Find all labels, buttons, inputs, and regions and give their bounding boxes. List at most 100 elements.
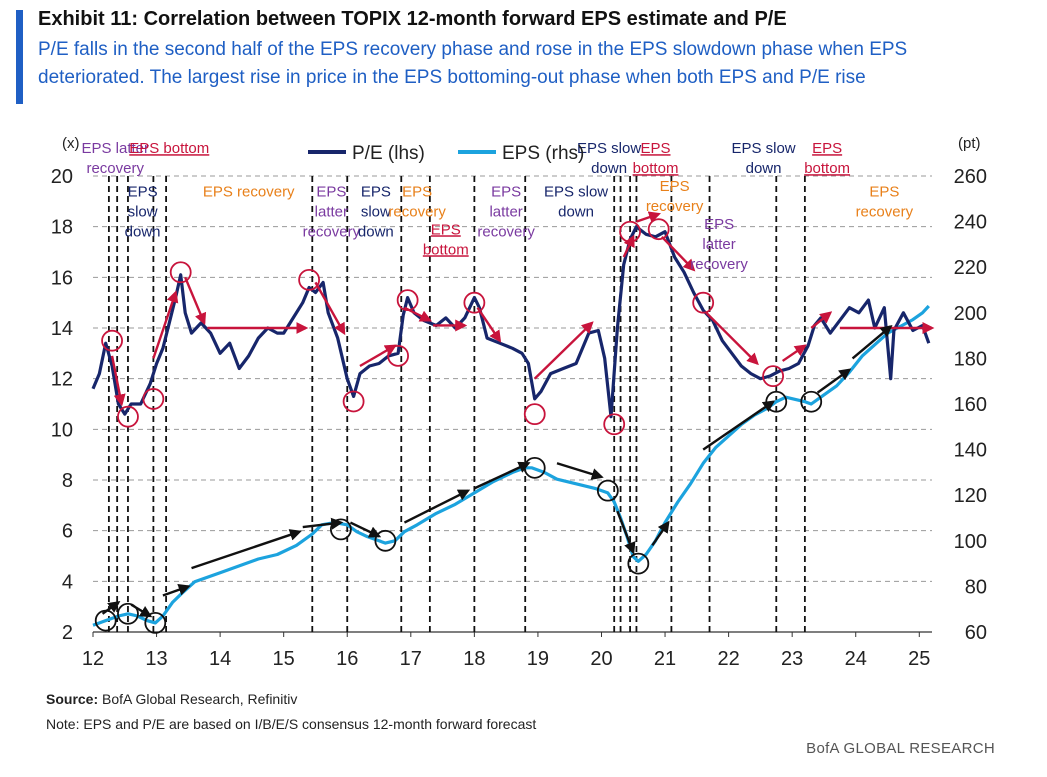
- phase-label: EPS bottom: [423, 221, 469, 258]
- right-axis-tick-label: 80: [965, 576, 987, 598]
- phase-label: EPS recovery: [203, 183, 295, 200]
- phase-label-line: EPS: [704, 216, 734, 233]
- eps-trend-arrow: [616, 510, 636, 555]
- right-axis-tick-label: 100: [954, 531, 987, 553]
- phase-label: EPS slow down: [125, 183, 161, 240]
- left-axis-tick-label: 20: [51, 166, 73, 188]
- phase-label-line: EPS: [128, 183, 158, 200]
- phase-label-line: recovery: [86, 160, 144, 177]
- phase-label-line: down: [125, 223, 161, 240]
- pe-trend-arrow: [110, 355, 126, 407]
- pe-trend-arrow: [705, 311, 759, 366]
- pe-turning-point-circle: [101, 329, 123, 352]
- phase-label-line: down: [591, 160, 627, 177]
- exhibit-subtitle: P/E falls in the second half of the EPS …: [38, 36, 1018, 92]
- x-axis-tick-label: 16: [336, 648, 358, 670]
- phase-label: EPS slow down: [544, 183, 608, 220]
- phase-label-line: latter: [489, 203, 522, 220]
- phase-label: EPS bottom: [633, 140, 679, 177]
- pe-trend-arrow: [533, 321, 594, 380]
- brand-footer: BofA GLOBAL RESEARCH: [806, 740, 995, 757]
- pe-turning-point-circle: [396, 289, 419, 312]
- eps-trend-arrow: [702, 400, 776, 451]
- pe-trend-arrow: [184, 276, 207, 326]
- pe-trend-arrow: [810, 311, 833, 329]
- legend-eps-label: EPS (rhs): [502, 143, 584, 164]
- eps-turning-point-circle: [94, 609, 117, 632]
- x-axis-tick-label: 13: [145, 648, 167, 670]
- pe-turning-point-circle: [523, 403, 546, 426]
- eps-turning-point-circle: [374, 529, 397, 552]
- exhibit-title: Exhibit 11: Correlation between TOPIX 12…: [38, 8, 787, 30]
- pe-trend-arrow: [781, 344, 807, 362]
- source-label: Source:: [46, 691, 99, 707]
- eps-trend-arrow: [349, 521, 382, 538]
- phase-label-line: latter: [315, 203, 348, 220]
- phase-label: EPS latter recovery: [477, 183, 535, 240]
- x-axis-tick-label: 24: [845, 648, 867, 670]
- phase-label-line: recovery: [388, 203, 446, 220]
- eps-trend-arrow: [162, 583, 191, 597]
- eps-turning-point-circle: [596, 479, 619, 502]
- left-axis-tick-label: 6: [62, 521, 73, 543]
- right-axis-tick-label: 200: [954, 303, 987, 325]
- phase-label-line: EPS: [660, 178, 690, 195]
- phase-label: EPS bottom: [804, 140, 850, 177]
- x-axis-tick-label: 23: [781, 648, 803, 670]
- pe-series-line: [91, 225, 931, 419]
- phase-label: EPS bottom: [129, 140, 209, 157]
- eps-turning-point-circle: [117, 602, 139, 625]
- pe-turning-point-circle: [169, 261, 192, 284]
- phase-label-line: recovery: [303, 223, 361, 240]
- pe-trend-arrow: [359, 344, 397, 368]
- pe-turning-point-circle: [298, 268, 321, 291]
- pe-turning-point-circle: [387, 344, 409, 367]
- pe-turning-point-circle: [619, 220, 641, 243]
- phase-label-line: EPS: [869, 183, 899, 200]
- eps-turning-point-circle: [523, 456, 546, 479]
- phase-label-line: slow: [128, 203, 158, 220]
- eps-turning-point-circle: [800, 390, 823, 413]
- phase-label-line: EPS: [316, 183, 346, 200]
- eps-turning-point-circle: [144, 611, 167, 634]
- eps-trend-arrow: [816, 368, 852, 394]
- right-axis-tick-label: 140: [954, 440, 987, 462]
- source-text: BofA Global Research, Refinitiv: [98, 691, 298, 707]
- eps-trend-arrow: [101, 600, 121, 615]
- pe-turning-point-circle: [762, 365, 784, 388]
- pe-turning-point-circle: [692, 291, 715, 314]
- phase-label: EPS recovery: [388, 183, 446, 220]
- x-axis-tick-label: 15: [273, 648, 295, 670]
- left-axis-unit-label: (x): [62, 135, 80, 152]
- eps-trend-arrow: [473, 461, 531, 490]
- right-axis-tick-label: 240: [954, 212, 987, 234]
- x-axis-tick-label: 18: [463, 648, 485, 670]
- pe-turning-point-circle: [603, 413, 626, 436]
- pe-trend-arrow: [636, 211, 661, 223]
- phase-label-line: latter: [702, 236, 735, 253]
- phase-label-line: bottom: [633, 160, 679, 177]
- subtitle-line-2: deteriorated. The largest rise in price …: [38, 67, 866, 88]
- pe-turning-point-circle: [142, 388, 165, 410]
- left-axis-tick-label: 18: [51, 217, 73, 239]
- phase-label-line: down: [558, 203, 594, 220]
- phase-label-line: EPS slow: [544, 183, 608, 200]
- right-axis-tick-label: 260: [954, 166, 987, 188]
- pe-turning-point-circle: [117, 405, 139, 428]
- phase-label-line: EPS: [402, 183, 432, 200]
- phase-label: EPS recovery: [856, 183, 914, 220]
- phase-label-line: EPS bottom: [129, 140, 209, 157]
- eps-turning-point-circle: [329, 518, 352, 541]
- phase-label: EPS latter recovery: [81, 140, 149, 177]
- left-axis-tick-label: 14: [51, 318, 73, 340]
- phase-label-line: EPS latter: [81, 140, 149, 157]
- phase-label-line: EPS: [491, 183, 521, 200]
- note-line: Note: EPS and P/E are based on I/B/E/S c…: [46, 716, 537, 732]
- phase-label-line: EPS: [431, 221, 461, 238]
- x-axis-tick-label: 22: [717, 648, 739, 670]
- pe-trend-arrow: [152, 290, 179, 359]
- x-axis-tick-label: 20: [590, 648, 612, 670]
- x-axis-tick-label: 21: [654, 648, 676, 670]
- x-axis-tick-label: 12: [82, 648, 104, 670]
